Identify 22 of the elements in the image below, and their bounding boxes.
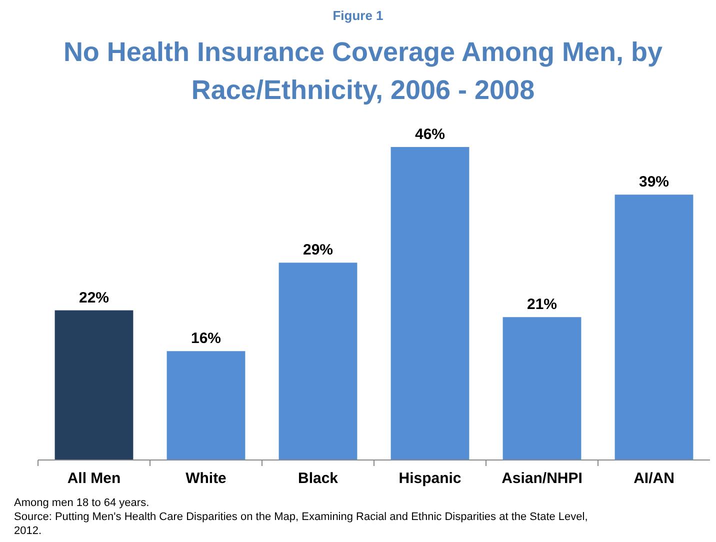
x-tick-label: Asian/NHPI (502, 470, 582, 487)
bar (166, 351, 246, 460)
chart-title: No Health Insurance Coverage Among Men, by Race/Ethnicity, 2006 - 2008 (63, 37, 663, 105)
bar (278, 262, 358, 460)
data-label: 22% (78, 289, 110, 306)
data-label: 16% (190, 330, 222, 348)
bar (390, 147, 470, 460)
x-tick-label: Hispanic (398, 470, 462, 487)
x-tick-label: AI/AN (634, 470, 674, 487)
x-tick-label: White (186, 470, 226, 487)
data-label: 21% (526, 296, 558, 314)
x-tick-label: Black (298, 470, 339, 487)
text: Among men 18 to 64 years. (14, 497, 150, 509)
bar (54, 310, 134, 460)
bar (502, 317, 582, 460)
data-label: 39% (638, 174, 670, 191)
data-label: 46% (414, 126, 446, 143)
x-tick-label: All Men (67, 470, 121, 487)
bar (614, 194, 694, 460)
source-note: Source: Putting Men's Health Care Disparities on the Map, Examining Racial and Ethnic Disparities at the State Level, 2012. (14, 511, 588, 537)
chart-subtitle: Figure 1 (332, 8, 384, 23)
data-label: 29% (302, 242, 334, 259)
